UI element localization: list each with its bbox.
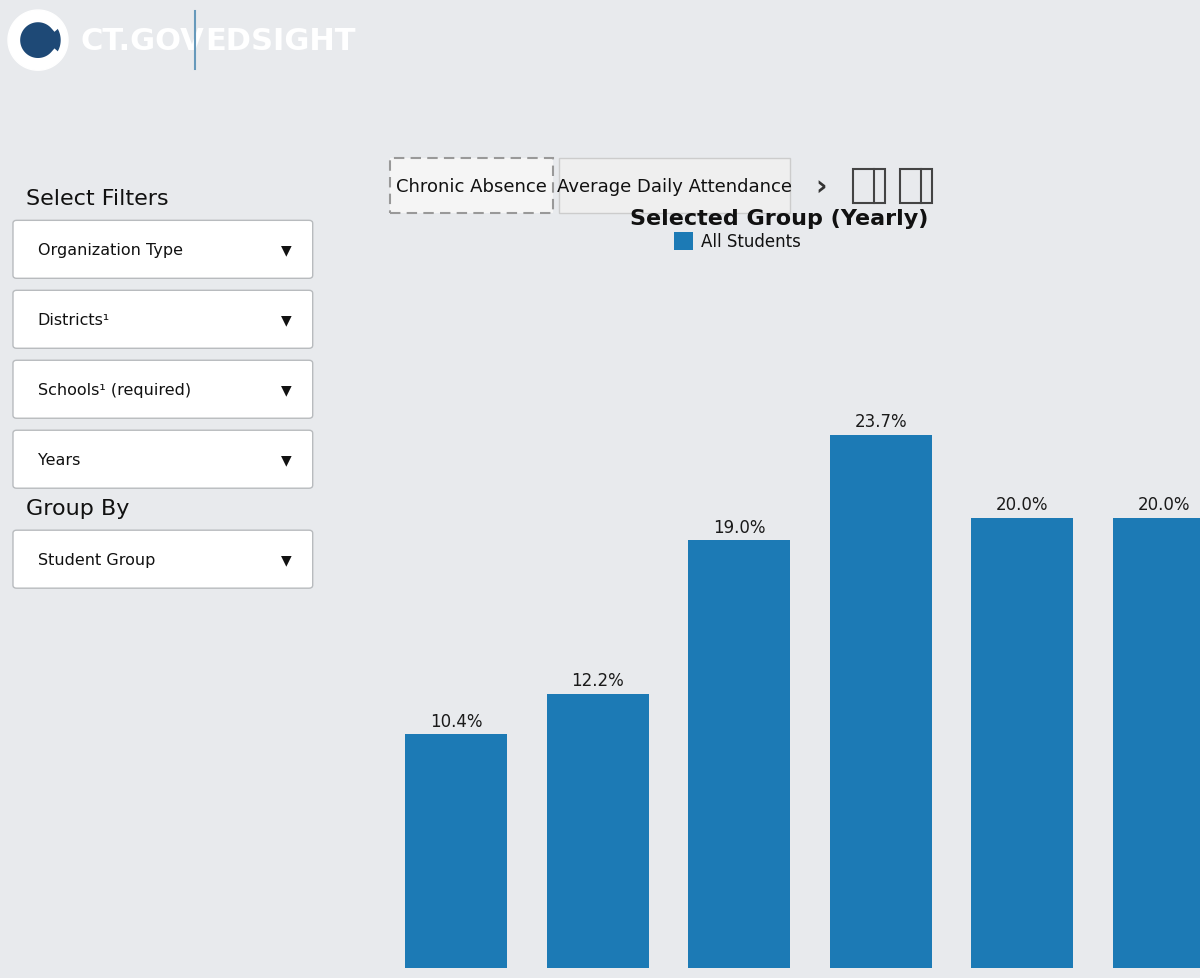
Bar <box>1114 518 1200 968</box>
Text: Chronic Absence: Chronic Absence <box>396 178 547 196</box>
Text: ▼: ▼ <box>281 453 292 467</box>
Text: 10.4%: 10.4% <box>430 712 482 730</box>
FancyBboxPatch shape <box>13 430 313 489</box>
Bar <box>674 233 694 251</box>
FancyBboxPatch shape <box>13 531 313 589</box>
Text: 19.0%: 19.0% <box>713 518 766 536</box>
Text: Group By: Group By <box>26 499 130 518</box>
Text: Schools¹ (required): Schools¹ (required) <box>37 382 191 397</box>
Text: Student Group: Student Group <box>37 553 155 567</box>
Text: Districts¹: Districts¹ <box>37 312 110 328</box>
Bar <box>546 693 648 968</box>
Text: 12.2%: 12.2% <box>571 671 624 689</box>
Text: All Students: All Students <box>701 233 800 251</box>
Text: Organization Type: Organization Type <box>37 243 182 257</box>
Text: ▼: ▼ <box>281 553 292 566</box>
Text: Years: Years <box>37 452 80 467</box>
Bar <box>688 541 790 968</box>
FancyBboxPatch shape <box>558 159 790 214</box>
FancyBboxPatch shape <box>13 221 313 279</box>
Text: Average Daily Attendance: Average Daily Attendance <box>557 178 792 196</box>
Text: CT.GOV: CT.GOV <box>80 26 204 56</box>
FancyBboxPatch shape <box>13 361 313 419</box>
Text: ▼: ▼ <box>281 313 292 327</box>
Polygon shape <box>8 11 68 71</box>
FancyBboxPatch shape <box>390 159 553 214</box>
Text: Select Filters: Select Filters <box>26 189 168 209</box>
Bar <box>972 518 1074 968</box>
Text: ▼: ▼ <box>281 244 292 257</box>
Text: 23.7%: 23.7% <box>854 413 907 430</box>
Text: Selected Group (Yearly): Selected Group (Yearly) <box>630 209 929 229</box>
Polygon shape <box>16 19 60 64</box>
Text: 20.0%: 20.0% <box>996 496 1049 513</box>
Text: 20.0%: 20.0% <box>1138 496 1190 513</box>
Bar <box>830 435 932 968</box>
Text: ▼: ▼ <box>281 382 292 397</box>
Bar <box>404 734 506 968</box>
Text: ›: › <box>816 173 827 200</box>
FancyBboxPatch shape <box>13 291 313 349</box>
Text: EDSIGHT: EDSIGHT <box>205 26 355 56</box>
